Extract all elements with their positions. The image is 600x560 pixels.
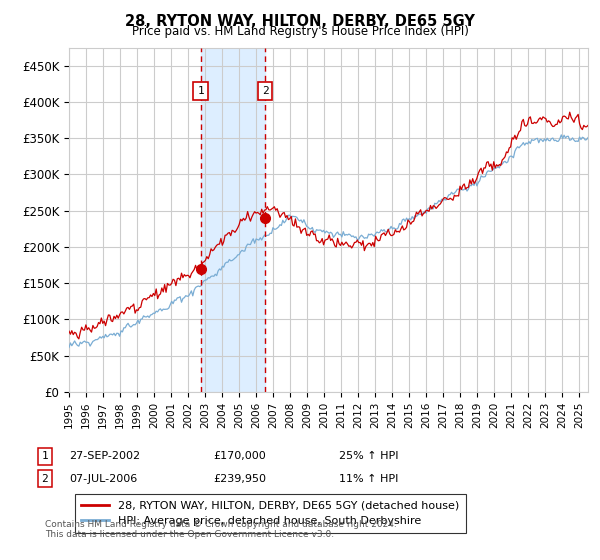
Text: 1: 1 <box>197 86 204 96</box>
Text: 07-JUL-2006: 07-JUL-2006 <box>69 474 137 484</box>
Text: 28, RYTON WAY, HILTON, DERBY, DE65 5GY: 28, RYTON WAY, HILTON, DERBY, DE65 5GY <box>125 14 475 29</box>
Legend: 28, RYTON WAY, HILTON, DERBY, DE65 5GY (detached house), HPI: Average price, det: 28, RYTON WAY, HILTON, DERBY, DE65 5GY (… <box>74 494 466 533</box>
Text: 2: 2 <box>41 474 49 484</box>
Text: 25% ↑ HPI: 25% ↑ HPI <box>339 451 398 461</box>
Text: £170,000: £170,000 <box>213 451 266 461</box>
Text: 11% ↑ HPI: 11% ↑ HPI <box>339 474 398 484</box>
Bar <box>201 48 265 392</box>
Text: 27-SEP-2002: 27-SEP-2002 <box>69 451 140 461</box>
Text: Contains HM Land Registry data © Crown copyright and database right 2024.
This d: Contains HM Land Registry data © Crown c… <box>45 520 397 539</box>
Text: Price paid vs. HM Land Registry's House Price Index (HPI): Price paid vs. HM Land Registry's House … <box>131 25 469 38</box>
Text: £239,950: £239,950 <box>213 474 266 484</box>
Text: 2: 2 <box>262 86 268 96</box>
Text: 1: 1 <box>41 451 49 461</box>
